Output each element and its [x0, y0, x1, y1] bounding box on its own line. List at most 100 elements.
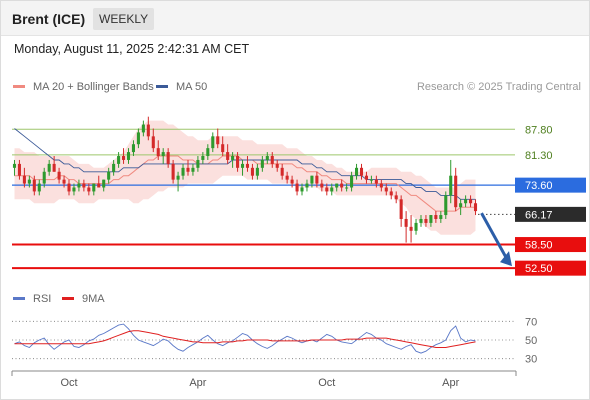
symbol-title: Brent (ICE): [12, 11, 86, 27]
candle-body: [126, 152, 131, 160]
candle-body: [369, 179, 373, 181]
candle-body: [419, 218, 423, 223]
candle-body: [146, 124, 150, 137]
candle-body: [42, 171, 46, 184]
candle-body: [97, 183, 101, 188]
candle-body: [399, 199, 403, 219]
candle-body: [305, 183, 309, 188]
bollinger-band: [14, 120, 476, 235]
candle-body: [275, 163, 279, 168]
time-axis-label: Apr: [442, 377, 459, 389]
pivot-price-tag: [515, 177, 586, 193]
candle-body: [429, 215, 433, 223]
candle-body: [131, 144, 135, 153]
time-axis-label: Oct: [60, 377, 77, 389]
candle-body: [216, 136, 220, 145]
candle-body: [424, 218, 428, 223]
candle-body: [280, 167, 284, 176]
candle-body: [320, 183, 324, 188]
candle-body: [394, 195, 398, 200]
candle-body: [464, 199, 468, 204]
candle-body: [186, 167, 190, 172]
candle-body: [47, 163, 51, 172]
legend-label: MA 20 + Bollinger Bands: [33, 81, 154, 93]
candle-body: [166, 152, 170, 164]
candle-body: [245, 163, 250, 168]
candle-body: [72, 187, 76, 192]
candle-body: [444, 195, 448, 216]
candle-body: [345, 187, 349, 189]
candle-body: [270, 156, 274, 164]
candle-body: [265, 156, 269, 160]
candle-body: [92, 183, 96, 192]
candle-body: [315, 175, 319, 184]
candle-body: [82, 183, 86, 188]
candle-body: [117, 156, 121, 164]
candle-body: [171, 163, 175, 180]
candle-body: [62, 179, 66, 184]
candle-body: [22, 175, 26, 184]
rsi-tick-label: 30: [525, 354, 537, 366]
candle-body: [107, 171, 111, 180]
candle-body: [409, 226, 413, 231]
candle-body: [340, 183, 344, 188]
candle-body: [290, 179, 294, 184]
candle-body: [27, 179, 31, 184]
legend-swatch: [13, 85, 25, 88]
candle-body: [141, 124, 145, 133]
time-axis-label: Oct: [318, 377, 335, 389]
candle-body: [236, 156, 240, 168]
candle-body: [211, 136, 215, 149]
candle-body: [359, 167, 364, 176]
candle-body: [414, 222, 418, 231]
legend-label: MA 50: [176, 81, 207, 93]
candle-body: [206, 148, 210, 157]
candle-body: [17, 163, 21, 176]
candle-body: [310, 175, 314, 184]
candle-body: [364, 175, 368, 180]
candle-body: [87, 187, 91, 192]
support-price-tag: [515, 237, 586, 253]
candle-body: [67, 183, 71, 192]
candle-body: [240, 163, 245, 168]
resistance-label: 87.80: [525, 124, 553, 136]
rsi-9ma-line: [14, 330, 476, 348]
support-price-tag: [515, 260, 586, 276]
rsi-legend-label: RSI: [33, 293, 51, 305]
candle-body: [384, 187, 388, 192]
candle-body: [439, 215, 443, 219]
projection-arrow-shaft: [480, 212, 509, 260]
candle-body: [335, 183, 339, 188]
candle-body: [231, 156, 235, 160]
candle-body: [473, 203, 478, 212]
rsi-line: [14, 323, 476, 354]
candle-body: [191, 167, 195, 172]
candle-body: [374, 179, 378, 184]
candle-body: [102, 179, 106, 188]
candle-body: [12, 163, 17, 168]
candle-body: [156, 148, 160, 157]
candle-body: [161, 152, 165, 157]
ma50-line: [14, 128, 476, 200]
projection-arrow-head: [500, 251, 512, 267]
timestamp: Monday, August 11, 2025 2:42:31 AM CET: [14, 42, 250, 56]
candle-body: [226, 152, 230, 160]
candle-body: [122, 156, 126, 160]
candle-body: [32, 179, 36, 192]
resistance-label: 81.30: [525, 150, 553, 162]
candle-body: [52, 163, 56, 172]
candle-body: [221, 144, 225, 153]
candle-body: [449, 175, 453, 196]
period-button[interactable]: WEEKLY: [93, 8, 155, 30]
candle-body: [469, 199, 473, 204]
candle-body: [255, 167, 259, 176]
rsi-legend-swatch: [13, 297, 25, 300]
price-tag-label: 66.17: [525, 209, 553, 221]
candle-body: [176, 175, 180, 180]
rsi-legend-swatch: [62, 297, 74, 300]
candle-body: [330, 187, 334, 192]
candle-body: [136, 132, 140, 145]
candle-body: [379, 183, 383, 188]
candle-body: [295, 183, 299, 192]
